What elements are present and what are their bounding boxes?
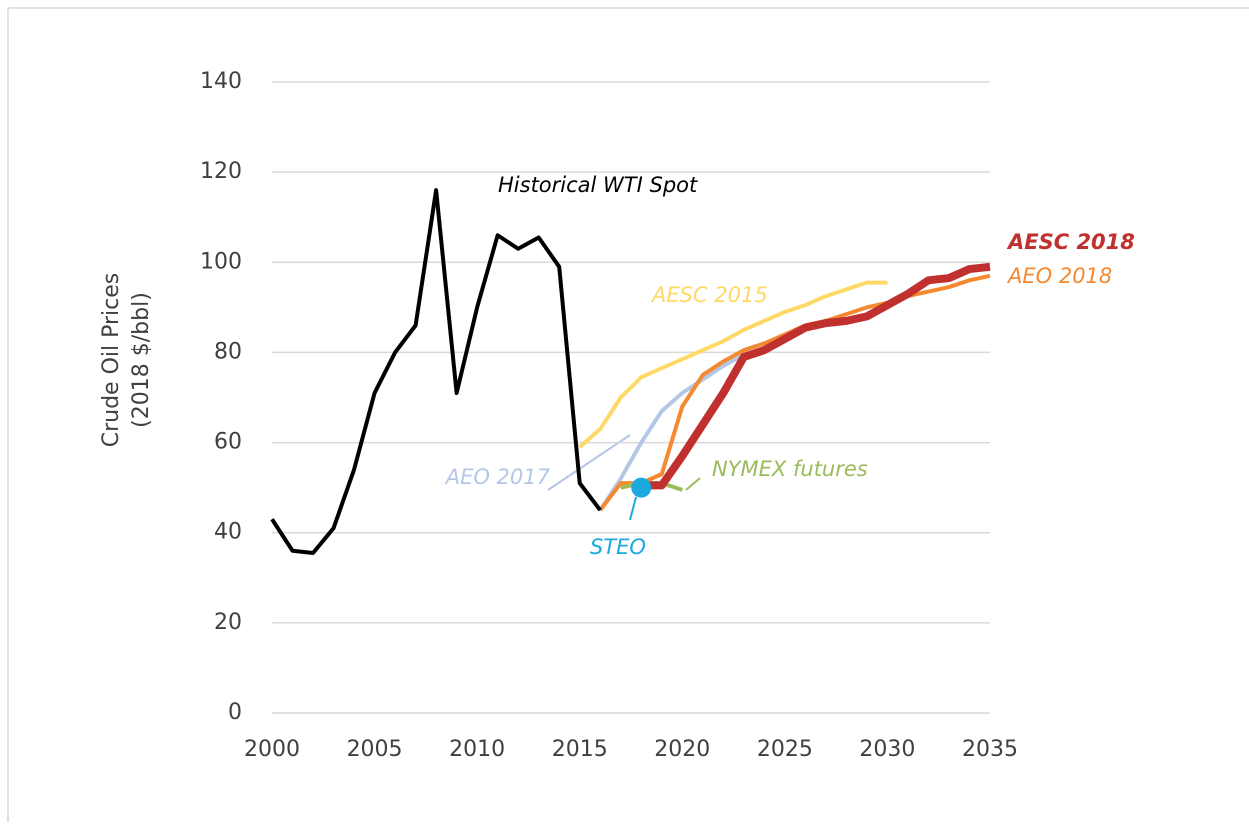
y-tick-label: 100: [200, 249, 242, 274]
x-tick-label: 2020: [654, 737, 710, 762]
x-tick-label: 2030: [859, 737, 915, 762]
y-axis-label: (2018 $/bbl): [129, 292, 154, 428]
y-tick-label: 80: [214, 339, 242, 364]
series-label: AEO 2018: [1006, 264, 1112, 288]
series-label: Historical WTI Spot: [498, 173, 698, 197]
frame: [7, 7, 1249, 826]
x-tick-label: 2025: [757, 737, 813, 762]
x-tick-label: 2010: [449, 737, 505, 762]
series-marker: [631, 477, 652, 498]
y-tick-label: 60: [214, 430, 242, 455]
series-label: NYMEX futures: [712, 457, 868, 481]
leader-line: [629, 496, 637, 521]
y-axis-label: Crude Oil Prices: [99, 273, 124, 448]
series-label: AESC 2015: [650, 283, 768, 307]
leader-line: [547, 434, 631, 491]
x-tick-label: 2005: [347, 737, 403, 762]
y-tick-label: 140: [200, 69, 242, 94]
series-label: STEO: [590, 535, 646, 559]
series-label: AESC 2018: [1006, 230, 1135, 254]
leader-line: [685, 477, 701, 491]
series-line: [598, 352, 745, 512]
y-tick-label: 40: [214, 520, 242, 545]
y-tick-label: 20: [214, 610, 242, 635]
series-line: [578, 280, 888, 449]
series-label: AEO 2017: [444, 465, 551, 489]
series-line: [270, 188, 602, 555]
y-tick-label: 120: [200, 159, 242, 184]
x-tick-label: 2035: [962, 737, 1018, 762]
y-tick-label: 0: [228, 700, 242, 725]
x-tick-label: 2000: [244, 737, 300, 762]
x-tick-label: 2015: [552, 737, 608, 762]
series-line: [641, 262, 991, 490]
